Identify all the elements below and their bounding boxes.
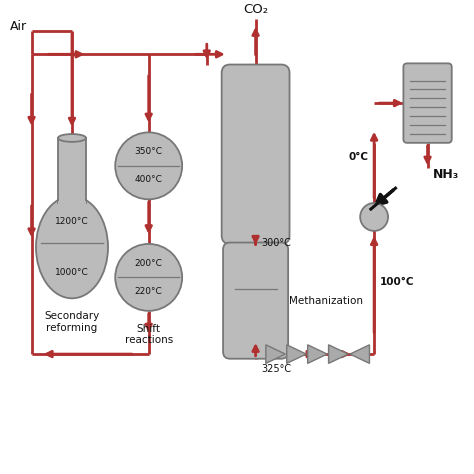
Polygon shape xyxy=(328,345,348,364)
Ellipse shape xyxy=(58,134,86,142)
Text: CO₂: CO₂ xyxy=(243,3,268,16)
Circle shape xyxy=(115,244,182,311)
Text: 300°C: 300°C xyxy=(262,238,292,248)
Polygon shape xyxy=(350,345,369,364)
Polygon shape xyxy=(308,345,327,364)
Bar xyxy=(58,138,86,203)
FancyBboxPatch shape xyxy=(403,64,452,143)
Text: 220°C: 220°C xyxy=(135,287,163,296)
Ellipse shape xyxy=(36,196,108,298)
Text: 1000°C: 1000°C xyxy=(55,268,89,277)
Text: Methanization: Methanization xyxy=(289,296,363,306)
Text: Secondary
reforming: Secondary reforming xyxy=(45,311,100,333)
Circle shape xyxy=(115,132,182,199)
Text: 325°C: 325°C xyxy=(262,364,292,374)
Text: 400°C: 400°C xyxy=(135,175,163,184)
Bar xyxy=(58,201,86,205)
Text: 100°C: 100°C xyxy=(380,277,414,287)
Text: 1200°C: 1200°C xyxy=(55,217,89,226)
Text: NH₃: NH₃ xyxy=(433,168,459,181)
Text: Air: Air xyxy=(10,20,27,33)
Circle shape xyxy=(360,203,388,231)
Text: Shift
reactions: Shift reactions xyxy=(125,324,173,346)
Text: 350°C: 350°C xyxy=(135,147,163,156)
Polygon shape xyxy=(266,345,285,364)
FancyBboxPatch shape xyxy=(222,64,290,244)
FancyBboxPatch shape xyxy=(223,243,288,359)
Text: 0°C: 0°C xyxy=(348,152,369,162)
Polygon shape xyxy=(287,345,306,364)
Text: 200°C: 200°C xyxy=(135,259,163,268)
